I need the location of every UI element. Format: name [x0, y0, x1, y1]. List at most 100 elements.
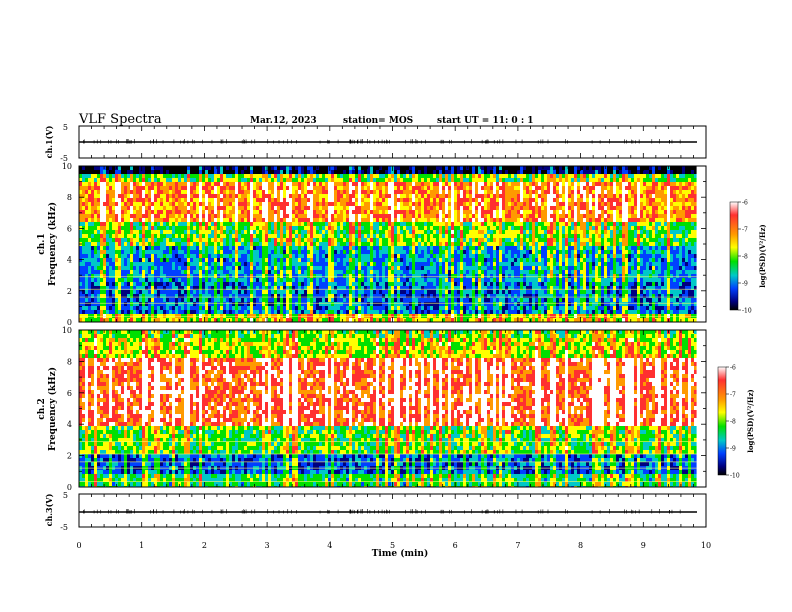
spectrogram-cell — [136, 254, 140, 259]
spectrogram-cell — [148, 174, 152, 179]
spectrogram-cell — [223, 274, 227, 279]
spectrogram-cell — [304, 254, 308, 259]
spectrogram-cell — [382, 266, 386, 271]
spectrogram-cell — [196, 258, 200, 263]
spectrogram-cell — [148, 318, 152, 322]
spectrogram-cell — [322, 214, 326, 219]
spectrogram-cell — [118, 190, 122, 195]
spectrogram-cell — [433, 258, 437, 263]
spectrogram-cell — [127, 302, 131, 307]
spectrogram-cell — [301, 190, 305, 195]
spectrogram-cell — [199, 226, 203, 231]
spectrogram-cell — [148, 186, 152, 191]
spectrogram-cell — [196, 318, 200, 322]
spectrogram-cell — [148, 286, 152, 291]
spectrogram-cell — [427, 270, 431, 275]
spectrogram-cell — [172, 262, 176, 267]
spectrogram-cell — [181, 242, 185, 247]
spectrogram-cell — [334, 214, 338, 219]
spectrogram-cell — [319, 214, 323, 219]
spectrogram-cell — [214, 274, 218, 279]
spectrogram-cell — [301, 194, 305, 199]
spectrogram-cell — [313, 274, 317, 279]
spectrogram-cell — [112, 242, 116, 247]
spectrogram-cell — [340, 246, 344, 251]
spectrogram-cell — [352, 310, 356, 315]
spectrogram-cell — [421, 266, 425, 271]
spectrogram-cell — [169, 234, 173, 239]
spectrogram-cell — [241, 190, 245, 195]
spectrogram-cell — [385, 266, 389, 271]
spectrogram-cell — [283, 306, 287, 311]
spectrogram-cell — [448, 318, 452, 322]
spectrogram-cell — [175, 262, 179, 267]
spectrogram-cell — [388, 314, 392, 319]
spectrogram-cell — [79, 190, 83, 195]
spectrogram-cell — [352, 266, 356, 271]
spectrogram-cell — [223, 290, 227, 295]
spectrogram-cell — [355, 230, 359, 235]
spectrogram-cell — [85, 310, 89, 315]
spectrogram-cell — [121, 218, 125, 223]
spectrogram-cell — [133, 266, 137, 271]
spectrogram-cell — [412, 274, 416, 279]
spectrogram-cell — [256, 266, 260, 271]
spectrogram-cell — [325, 182, 329, 187]
spectrogram-cell — [370, 166, 374, 171]
spectrogram-cell — [418, 294, 422, 299]
spectrogram-cell — [406, 318, 410, 322]
spectrogram-cell — [394, 274, 398, 279]
spectrogram-cell — [163, 178, 167, 183]
spectrogram-cell — [184, 314, 188, 319]
spectrogram-cell — [364, 206, 368, 211]
spectrogram-cell — [346, 218, 350, 223]
spectrogram-cell — [148, 194, 152, 199]
spectrogram-cell — [427, 198, 431, 203]
spectrogram-cell — [445, 226, 449, 231]
spectrogram-cell — [265, 314, 269, 319]
spectrogram-cell — [163, 242, 167, 247]
spectrogram-cell — [298, 310, 302, 315]
spectrogram-cell — [442, 318, 446, 322]
spectrogram-cell — [310, 310, 314, 315]
spectrogram-cell — [208, 174, 212, 179]
spectrogram-cell — [160, 294, 164, 299]
spectrogram-cell — [259, 274, 263, 279]
spectrogram-cell — [406, 194, 410, 199]
spectrogram-cell — [286, 202, 290, 207]
spectrogram-cell — [430, 318, 434, 322]
spectrogram-cell — [451, 318, 455, 322]
spectrogram-cell — [349, 174, 353, 179]
spectrogram-cell — [202, 222, 206, 227]
spectrogram-cell — [313, 166, 317, 171]
spectrogram-cell — [337, 294, 341, 299]
spectrogram-cell — [82, 222, 86, 227]
spectrogram-cell — [313, 222, 317, 227]
spectrogram-cell — [124, 194, 128, 199]
spectrogram-cell — [118, 286, 122, 291]
spectrogram-cell — [388, 318, 392, 322]
spectrogram-cell — [166, 262, 170, 267]
spectrogram-cell — [79, 278, 83, 283]
spectrogram-cell — [259, 190, 263, 195]
spectrogram-cell — [289, 258, 293, 263]
spectrogram-cell — [133, 234, 137, 239]
spectrogram-cell — [403, 198, 407, 203]
spectrogram-cell — [346, 270, 350, 275]
spectrogram-cell — [241, 274, 245, 279]
spectrogram-cell — [253, 262, 257, 267]
spectrogram-cell — [346, 286, 350, 291]
spectrogram-cell — [394, 266, 398, 271]
spectrogram-cell — [157, 306, 161, 311]
spectrogram-cell — [430, 262, 434, 267]
spectrogram-cell — [280, 210, 284, 215]
spectrogram-cell — [274, 266, 278, 271]
spectrogram-cell — [238, 266, 242, 271]
spectrogram-cell — [226, 274, 230, 279]
spectrogram-cell — [193, 170, 197, 175]
spectrogram-cell — [382, 166, 386, 171]
spectrogram-cell — [280, 174, 284, 179]
spectrogram-cell — [109, 290, 113, 295]
spectrogram-cell — [160, 270, 164, 275]
spectrogram-cell — [241, 318, 245, 322]
